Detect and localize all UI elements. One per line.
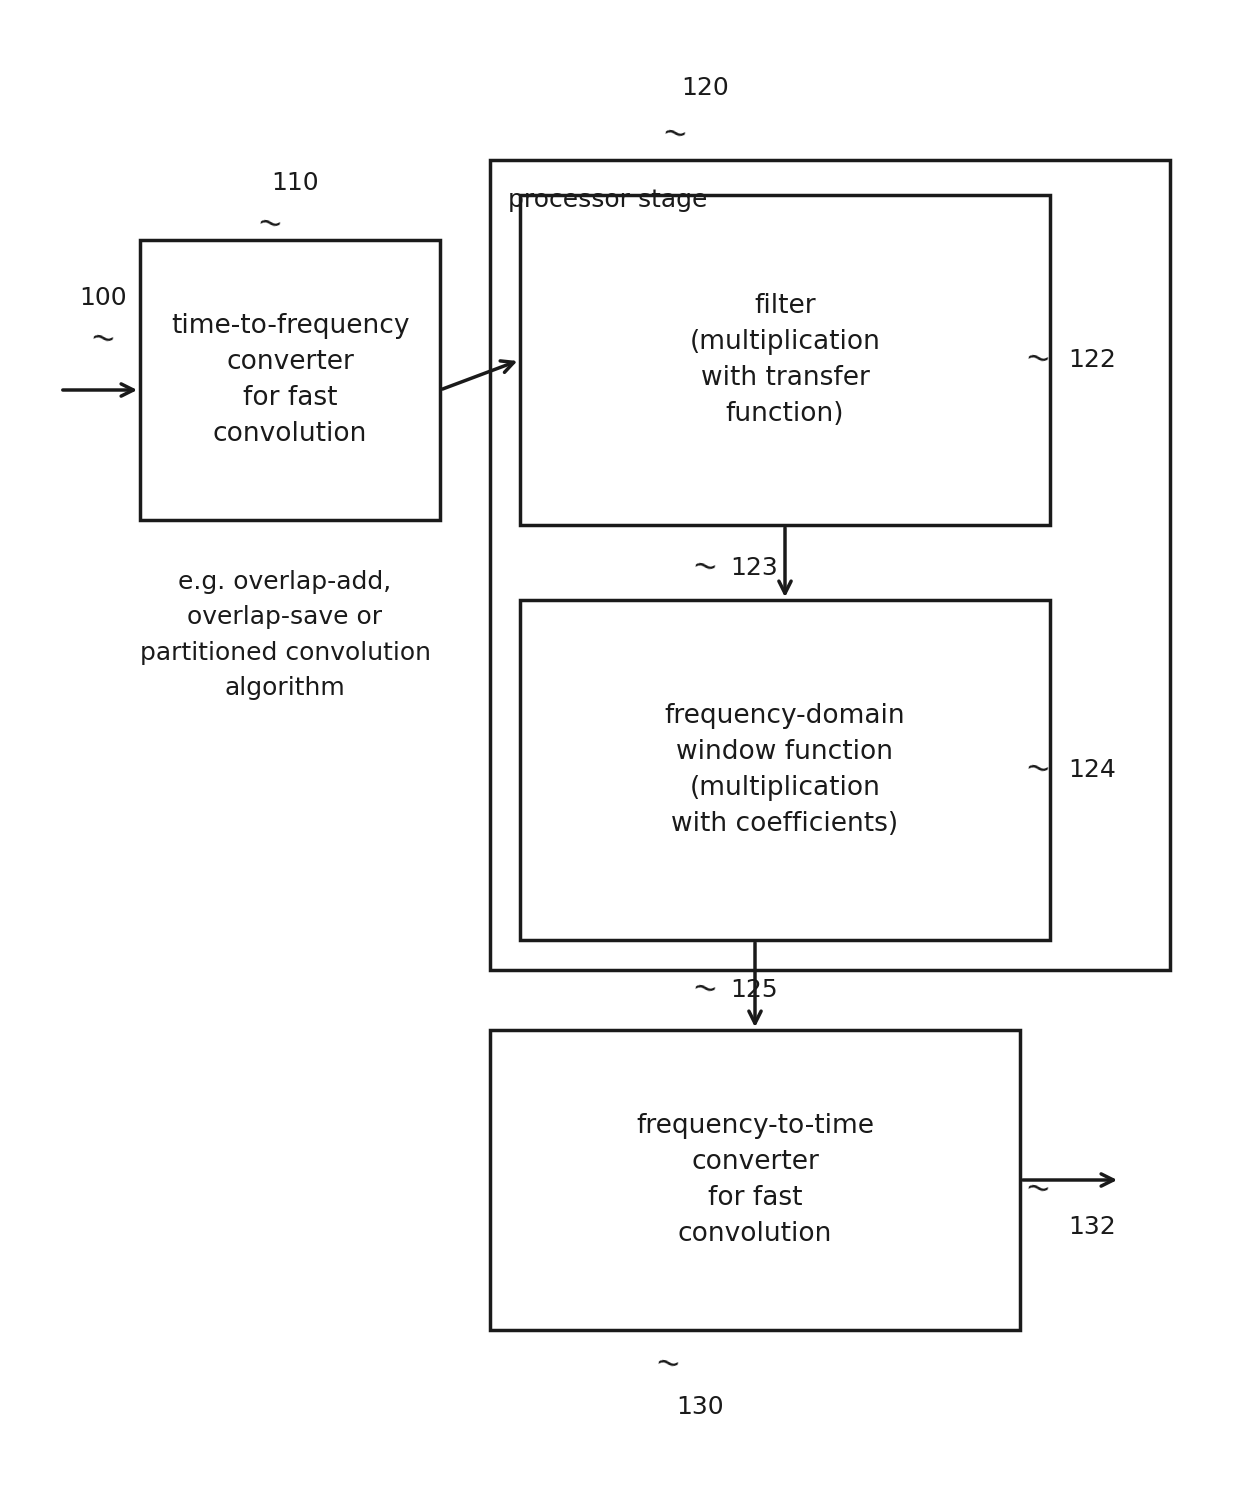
Text: ∼: ∼: [1023, 754, 1053, 787]
Text: e.g. overlap-add,
overlap-save or
partitioned convolution
algorithm: e.g. overlap-add, overlap-save or partit…: [139, 570, 430, 700]
Text: 123: 123: [730, 556, 777, 580]
Text: 122: 122: [1068, 348, 1116, 372]
Text: 124: 124: [1068, 759, 1116, 783]
Bar: [490, 1031, 1021, 1330]
Text: frequency-domain
window function
(multiplication
with coefficients): frequency-domain window function (multip…: [665, 703, 905, 837]
Text: ∼: ∼: [653, 1348, 683, 1381]
Text: ∼: ∼: [1023, 343, 1053, 376]
Text: ∼: ∼: [1023, 1174, 1053, 1206]
Text: filter
(multiplication
with transfer
function): filter (multiplication with transfer fun…: [689, 293, 880, 428]
Text: frequency-to-time
converter
for fast
convolution: frequency-to-time converter for fast con…: [636, 1114, 874, 1247]
Text: ∼: ∼: [689, 552, 720, 585]
Text: ∼: ∼: [660, 118, 691, 151]
Text: processor stage: processor stage: [508, 187, 707, 212]
Bar: [520, 195, 1050, 524]
Text: ∼: ∼: [88, 323, 118, 357]
Text: 100: 100: [79, 286, 126, 310]
Text: 125: 125: [730, 978, 777, 1002]
Text: ∼: ∼: [255, 209, 285, 242]
Text: 130: 130: [676, 1395, 724, 1419]
Text: time-to-frequency
converter
for fast
convolution: time-to-frequency converter for fast con…: [171, 313, 409, 447]
Bar: [140, 240, 440, 520]
Text: 110: 110: [272, 171, 319, 195]
Bar: [490, 160, 1171, 970]
Text: 120: 120: [681, 76, 729, 100]
Bar: [520, 600, 1050, 940]
Text: 132: 132: [1068, 1215, 1116, 1239]
Text: ∼: ∼: [689, 973, 720, 1006]
